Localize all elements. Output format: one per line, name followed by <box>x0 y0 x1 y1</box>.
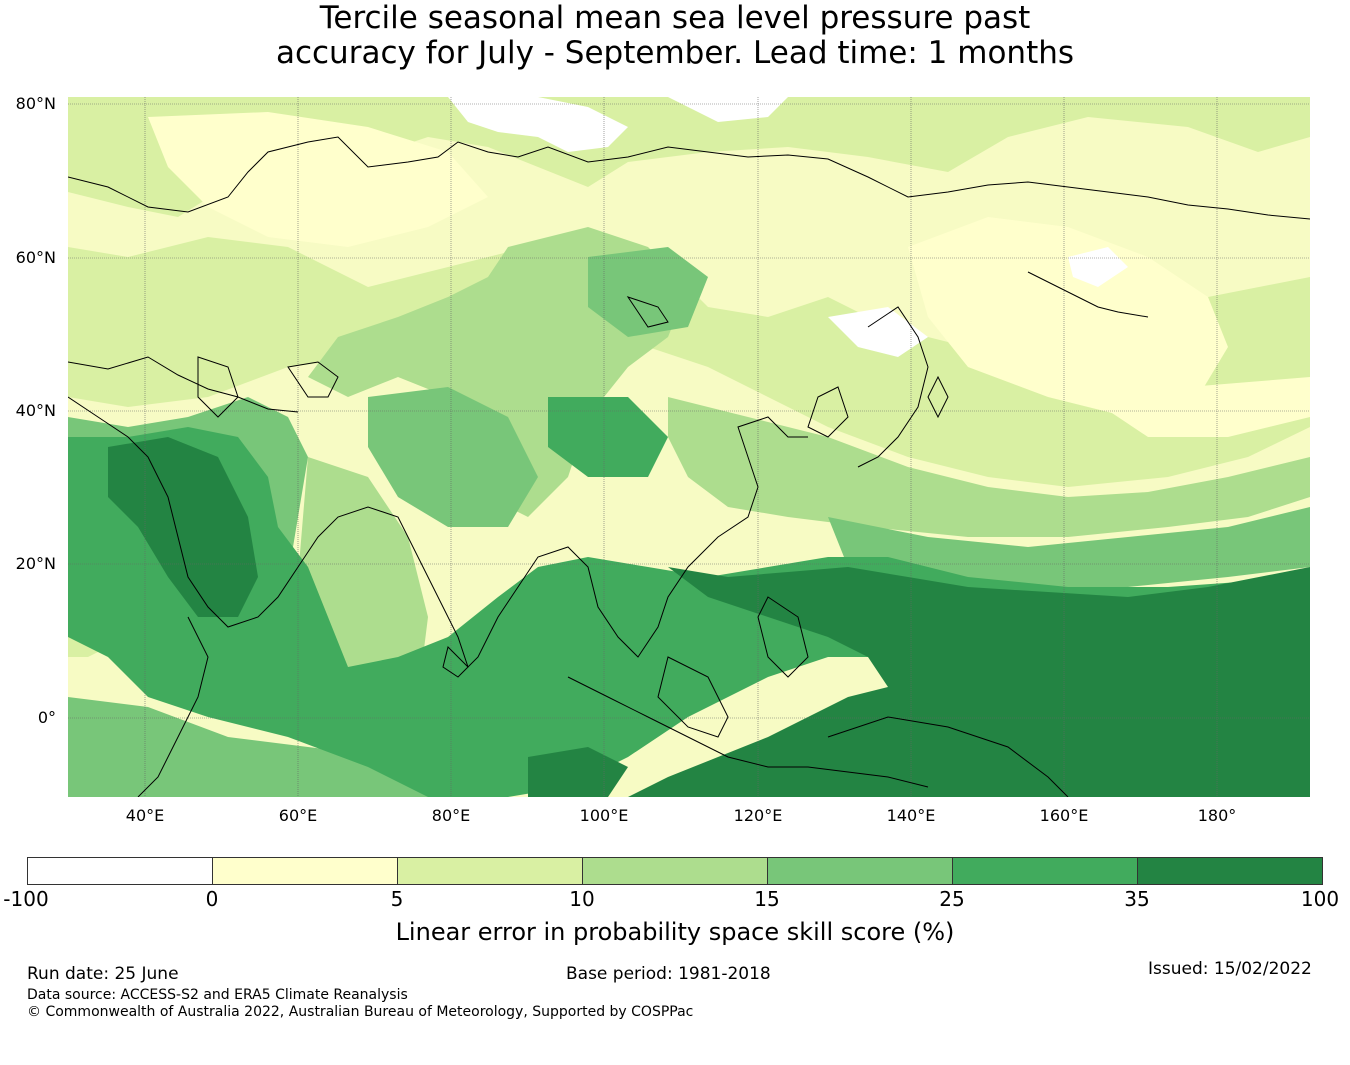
colorbar-segment <box>398 858 583 884</box>
lat-tick-label: 80°N <box>15 94 56 113</box>
skill-region-35-100-c <box>528 747 628 797</box>
colorbar <box>27 857 1323 885</box>
colorbar-tick-label: -100 <box>3 887 49 911</box>
colorbar-tick-label: 25 <box>939 887 965 911</box>
colorbar-segment <box>213 858 398 884</box>
colorbar-label: Linear error in probability space skill … <box>395 918 955 946</box>
lat-tick-label: 20°N <box>15 554 56 573</box>
skill-region-10-15-b <box>668 397 1310 537</box>
skill-region-35-100-b <box>108 437 258 617</box>
skill-region-5-10 <box>68 97 1310 217</box>
map-gridlines <box>68 97 1310 797</box>
skill-region-5-10-b <box>68 237 1310 487</box>
lon-tick-label: 180° <box>1197 806 1237 825</box>
lon-tick-label: 40°E <box>125 806 165 825</box>
skill-region-35-100 <box>628 567 1310 797</box>
skill-region-15-25-b <box>588 247 708 337</box>
skill-region-25-35 <box>68 427 1310 797</box>
lat-tick-label: 0° <box>37 708 56 727</box>
colorbar-segment <box>953 858 1138 884</box>
skill-region-negative-arctic <box>448 97 628 152</box>
colorbar-tick-label: 5 <box>390 887 404 911</box>
base-period: Base period: 1981-2018 <box>566 964 771 984</box>
skill-region-0-5-north <box>148 112 488 247</box>
skill-region-25-35-b <box>548 397 668 477</box>
lon-tick-label: 140°E <box>886 806 936 825</box>
run-date: Run date: 25 June <box>27 964 179 984</box>
skill-region-15-25-c <box>368 387 538 527</box>
colorbar-tick-label: 100 <box>1300 887 1340 911</box>
coastlines <box>68 136 1310 797</box>
skill-score-map <box>68 97 1310 797</box>
colorbar-segment <box>768 858 953 884</box>
skill-region-0-5-pac <box>1088 377 1310 437</box>
issued-date: Issued: 15/02/2022 <box>1148 959 1312 979</box>
skill-region-negative-east <box>828 307 928 357</box>
colorbar-segment <box>1138 858 1322 884</box>
chart-title-line2: accuracy for July - September. Lead time… <box>275 35 1075 71</box>
lat-tick-label: 60°N <box>15 248 56 267</box>
copyright: © Commonwealth of Australia 2022, Austra… <box>27 1004 694 1020</box>
lon-tick-label: 160°E <box>1039 806 1089 825</box>
skill-region-15-25-d <box>828 507 1310 587</box>
map-panel <box>68 97 1310 797</box>
colorbar-tick-label: 0 <box>205 887 219 911</box>
lon-tick-label: 120°E <box>733 806 783 825</box>
colorbar-tick-label: 35 <box>1124 887 1150 911</box>
lon-tick-label: 100°E <box>579 806 629 825</box>
skill-region-0-5-east <box>908 217 1228 417</box>
lon-tick-label: 60°E <box>278 806 318 825</box>
data-source: Data source: ACCESS-S2 and ERA5 Climate … <box>27 987 408 1003</box>
lat-tick-label: 40°N <box>15 401 56 420</box>
colorbar-segment <box>583 858 768 884</box>
skill-region-negative-okhotsk <box>1068 247 1128 287</box>
colorbar-segment <box>28 858 213 884</box>
colorbar-tick-label: 15 <box>754 887 780 911</box>
colorbar-tick-label: 10 <box>569 887 595 911</box>
lon-tick-label: 80°E <box>431 806 471 825</box>
chart-title-line1: Tercile seasonal mean sea level pressure… <box>319 0 1031 36</box>
